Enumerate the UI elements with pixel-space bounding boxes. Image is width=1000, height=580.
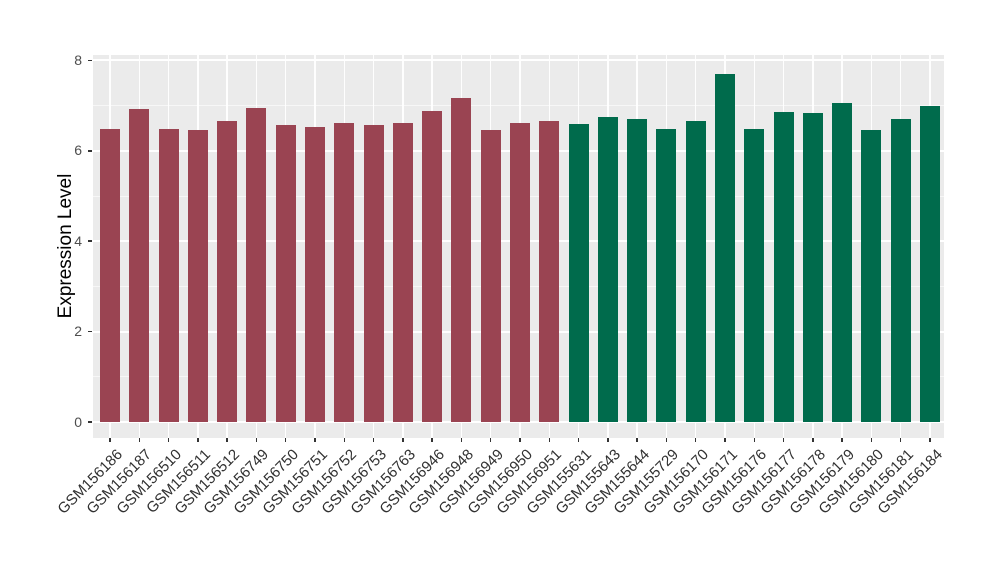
bar-GSM156752 — [334, 122, 355, 422]
x-tick-mark — [314, 438, 316, 442]
y-tick-label: 2 — [74, 323, 82, 340]
x-tick-mark — [607, 438, 609, 442]
bar-GSM156510 — [158, 129, 179, 422]
bar-GSM156170 — [685, 121, 706, 422]
bar-GSM156749 — [246, 108, 267, 422]
bar-GSM156751 — [304, 126, 325, 422]
minor-gridline-y7 — [93, 105, 944, 107]
x-tick-mark — [929, 438, 931, 442]
x-tick-mark — [841, 438, 843, 442]
bar-GSM155643 — [597, 116, 618, 422]
x-tick-mark — [519, 438, 521, 442]
bar-GSM156187 — [129, 108, 150, 422]
plot-panel — [93, 55, 944, 438]
y-tick-mark — [88, 421, 92, 423]
bar-GSM156180 — [861, 130, 882, 422]
bar-GSM156949 — [480, 130, 501, 422]
bar-GSM156951 — [539, 120, 560, 422]
bar-GSM155729 — [656, 129, 677, 422]
x-tick-mark — [402, 438, 404, 442]
bar-GSM156181 — [890, 118, 911, 422]
x-tick-mark — [636, 438, 638, 442]
major-gridline-y0 — [93, 421, 944, 423]
x-tick-mark — [870, 438, 873, 442]
y-tick-mark — [88, 240, 92, 242]
bar-GSM156512 — [217, 121, 238, 422]
bar-GSM155631 — [568, 124, 589, 422]
y-tick-mark — [88, 330, 92, 333]
bar-GSM156171 — [714, 74, 735, 422]
bar-GSM156763 — [392, 123, 413, 422]
bar-GSM156186 — [100, 129, 120, 422]
x-tick-mark — [284, 438, 287, 442]
x-tick-mark — [548, 438, 551, 442]
x-tick-mark — [577, 438, 580, 442]
x-tick-mark — [812, 438, 814, 442]
y-tick-mark — [88, 150, 92, 152]
x-tick-mark — [694, 438, 697, 442]
y-tick-label: 8 — [74, 51, 82, 68]
bar-GSM156178 — [802, 113, 823, 422]
bar-GSM156176 — [744, 129, 765, 422]
x-tick-mark — [109, 438, 111, 442]
y-tick-label: 6 — [74, 142, 82, 159]
x-tick-mark — [226, 438, 228, 442]
x-tick-mark — [197, 438, 199, 442]
y-tick-label: 4 — [74, 232, 82, 249]
x-tick-mark — [753, 438, 756, 442]
x-tick-mark — [431, 438, 433, 442]
x-tick-mark — [255, 438, 258, 442]
major-gridline-y8 — [93, 59, 944, 62]
bar-GSM156946 — [422, 111, 443, 422]
x-tick-mark — [343, 438, 346, 442]
x-tick-mark — [372, 438, 375, 442]
x-tick-mark — [460, 438, 463, 442]
x-tick-mark — [489, 438, 492, 442]
bar-GSM156950 — [509, 122, 530, 422]
x-tick-mark — [782, 438, 785, 442]
bar-GSM155644 — [627, 118, 648, 422]
x-tick-mark — [138, 438, 141, 442]
bar-GSM156750 — [275, 124, 296, 422]
y-tick-mark — [88, 59, 92, 62]
x-tick-mark — [724, 438, 726, 442]
x-tick-mark — [167, 438, 170, 442]
bar-GSM156511 — [187, 129, 208, 422]
x-tick-mark — [899, 438, 902, 442]
y-tick-label: 0 — [74, 413, 82, 430]
bar-GSM156948 — [451, 97, 472, 422]
x-tick-mark — [665, 438, 668, 442]
bar-GSM156177 — [773, 111, 794, 422]
bar-GSM156179 — [832, 102, 853, 422]
bar-GSM156753 — [363, 124, 384, 422]
bar-GSM156184 — [919, 106, 940, 422]
